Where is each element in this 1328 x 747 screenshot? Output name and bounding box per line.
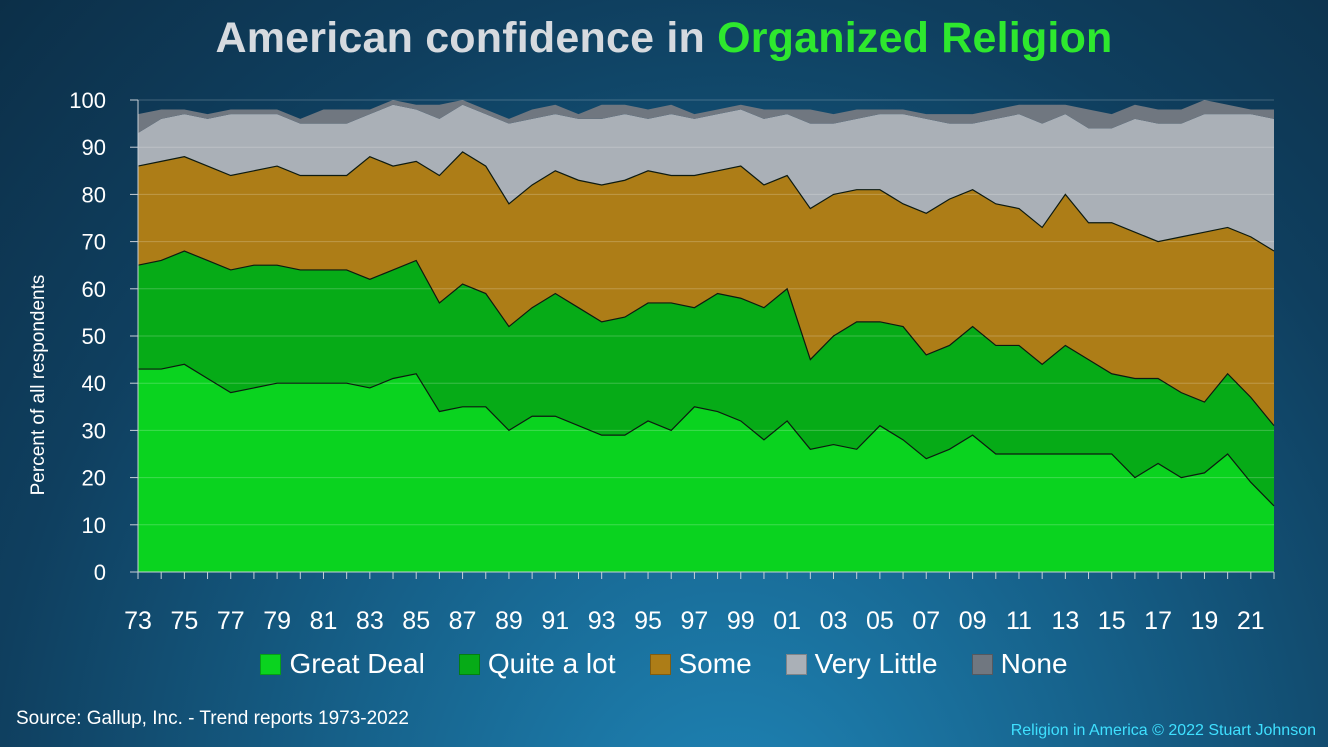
x-tick-label: 11 <box>1006 607 1032 635</box>
x-tick-label: 07 <box>912 607 940 635</box>
x-tick-label: 21 <box>1237 607 1265 635</box>
legend-label-none: None <box>1000 648 1068 679</box>
x-tick-label: 15 <box>1098 607 1126 635</box>
legend-label-some: Some <box>678 648 752 679</box>
x-tick-label: 09 <box>959 607 987 635</box>
chart-legend: Great Deal Quite a lot Some Very Little None <box>0 648 1328 680</box>
credit-note: Religion in America © 2022 Stuart Johnso… <box>1010 722 1316 739</box>
y-tick-label: 100 <box>69 88 106 113</box>
y-axis-label: Percent of all respondents <box>28 274 49 496</box>
x-tick-label: 85 <box>402 607 430 635</box>
legend-swatch-some <box>649 653 671 675</box>
area-quite-a-lot <box>138 251 1274 506</box>
boundary-quite-a-lot <box>137 250 1275 427</box>
x-tick-label: 95 <box>634 607 662 635</box>
x-tick-label: 87 <box>449 607 477 635</box>
x-tick-label: 99 <box>727 607 755 635</box>
legend-item-some: Some <box>649 648 752 680</box>
x-tick-label: 79 <box>263 607 291 635</box>
legend-label-quite-a-lot: Quite a lot <box>487 648 616 679</box>
x-tick-label: 97 <box>681 607 709 635</box>
x-tick-label: 77 <box>217 607 245 635</box>
y-tick-label: 50 <box>82 324 106 349</box>
legend-swatch-very-little <box>785 653 807 675</box>
source-note: Source: Gallup, Inc. - Trend reports 197… <box>16 708 409 729</box>
area-none <box>138 100 1274 134</box>
x-tick-label: 89 <box>495 607 523 635</box>
y-tick-label: 40 <box>82 371 106 396</box>
legend-label-very-little: Very Little <box>814 648 938 679</box>
y-tick-label: 90 <box>82 135 106 160</box>
x-tick-label: 83 <box>356 607 384 635</box>
legend-item-quite-a-lot: Quite a lot <box>458 648 616 680</box>
chart-title-part2: Organized Religion <box>717 14 1113 62</box>
x-tick-label: 19 <box>1191 607 1219 635</box>
legend-swatch-quite-a-lot <box>458 653 480 675</box>
legend-item-none: None <box>971 648 1068 680</box>
x-tick-label: 03 <box>820 607 848 635</box>
area-great-deal <box>138 364 1274 572</box>
boundary-some <box>137 151 1275 252</box>
x-tick-label: 01 <box>773 607 801 635</box>
x-tick-label: 05 <box>866 607 894 635</box>
x-tick-label: 73 <box>124 607 152 635</box>
legend-item-very-little: Very Little <box>785 648 938 680</box>
y-tick-label: 70 <box>82 230 106 255</box>
x-tick-label: 93 <box>588 607 616 635</box>
y-tick-label: 10 <box>82 513 106 538</box>
y-tick-label: 30 <box>82 418 106 443</box>
legend-swatch-great-deal <box>260 653 282 675</box>
y-tick-label: 60 <box>82 277 106 302</box>
area-some <box>138 151 1274 426</box>
legend-label-great-deal: Great Deal <box>289 648 425 679</box>
legend-item-great-deal: Great Deal <box>260 648 425 680</box>
chart-title-part1: American confidence in <box>215 14 718 62</box>
chart-title: American confidence in Organized Religio… <box>0 14 1328 63</box>
boundary-great-deal <box>138 363 1275 507</box>
x-tick-label: 75 <box>170 607 198 635</box>
legend-swatch-none <box>971 653 993 675</box>
y-tick-label: 80 <box>82 182 106 207</box>
x-tick-label: 17 <box>1144 607 1172 635</box>
area-very-little <box>138 104 1274 252</box>
y-tick-label: 20 <box>82 466 106 491</box>
x-tick-label: 13 <box>1051 607 1079 635</box>
x-tick-label: 91 <box>541 607 569 635</box>
x-tick-label: 81 <box>310 607 338 635</box>
y-tick-label: 0 <box>94 560 106 585</box>
